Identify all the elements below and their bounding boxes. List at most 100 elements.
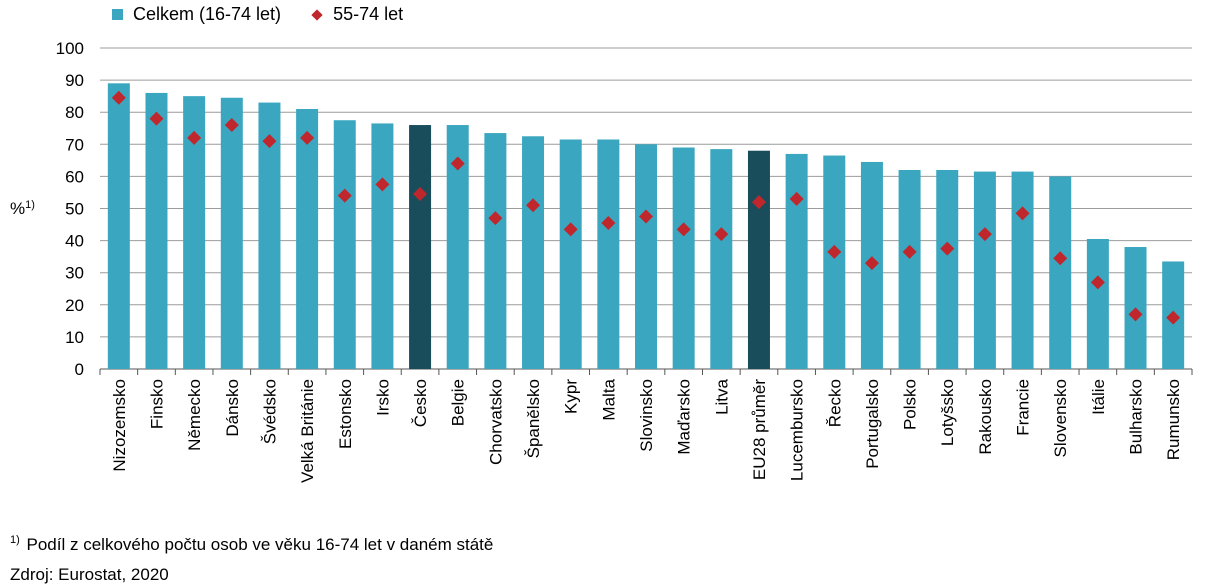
marker-point <box>827 244 842 259</box>
x-tick-label: Německo <box>185 379 204 451</box>
x-tick-label: Španělsko <box>524 379 543 458</box>
footnote-source: Zdroj: Eurostat, 2020 <box>10 565 169 584</box>
x-tick-label: Slovensko <box>1051 379 1070 457</box>
marker-point <box>488 211 503 226</box>
y-tick-label: 0 <box>75 360 84 379</box>
marker-point <box>262 134 277 149</box>
x-tick-label: Belgie <box>449 379 468 426</box>
bar <box>597 139 620 369</box>
y-tick-label: 60 <box>65 167 84 186</box>
bar <box>823 155 846 369</box>
bar <box>296 108 319 370</box>
bar <box>333 120 356 369</box>
marker-point <box>639 209 653 224</box>
x-tick-label: Polsko <box>901 379 920 430</box>
bar <box>1049 176 1072 369</box>
y-tick-label: 70 <box>65 135 84 154</box>
legend-marker-label: 55-74 let <box>333 4 404 24</box>
marker-point <box>111 90 126 105</box>
x-tick-label: Slovinsko <box>637 379 656 452</box>
bar <box>973 171 996 369</box>
y-tick-label: 90 <box>65 71 84 90</box>
x-tick-label: Rumunsko <box>1164 379 1183 460</box>
marker-point <box>1128 307 1143 322</box>
y-tick-label: 100 <box>56 39 84 58</box>
x-tick-label: Portugalsko <box>863 379 882 469</box>
x-tick-label: EU28 průměr <box>750 379 769 480</box>
legend-item-total: Celkem (16-74 let) <box>112 4 281 25</box>
bar <box>898 169 921 369</box>
x-tick-label: Chorvatsko <box>486 379 505 465</box>
y-tick-label: 20 <box>65 296 84 315</box>
footnote-note: 1) Podíl z celkového počtu osob ve věku … <box>10 534 493 555</box>
x-tick-label: Lucembursko <box>788 379 807 481</box>
footnote-marker: 1) <box>10 534 20 546</box>
bar <box>559 139 582 369</box>
marker-point <box>977 227 992 242</box>
x-tick-label: Rakousko <box>976 379 995 455</box>
bar <box>710 149 733 369</box>
marker-point <box>1090 275 1105 290</box>
legend-bar-swatch <box>112 9 123 20</box>
bar <box>220 97 243 369</box>
y-axis-label: %1) <box>10 199 35 218</box>
y-tick-label: 30 <box>65 264 84 283</box>
y-tick-label: 50 <box>65 200 84 219</box>
x-tick-label: Kypr <box>562 379 581 414</box>
x-tick-label: Finsko <box>147 379 166 429</box>
legend-bar-label: Celkem (16-74 let) <box>133 4 282 24</box>
x-tick-label: Nizozemsko <box>110 379 129 472</box>
bar <box>484 133 507 369</box>
x-tick-label: Irsko <box>373 379 392 416</box>
marker-point <box>789 191 804 206</box>
y-tick-label: 40 <box>65 232 84 251</box>
x-tick-label: Maďarsko <box>675 379 694 455</box>
marker-point <box>224 118 239 133</box>
marker-point <box>149 111 164 126</box>
marker-point <box>864 256 879 271</box>
x-tick-label: Velká Británie <box>298 379 317 483</box>
marker-point <box>413 187 428 202</box>
y-tick-label: 80 <box>65 103 84 122</box>
marker-point <box>940 241 955 256</box>
marker-point <box>902 244 917 259</box>
legend-item-older: 55-74 let <box>311 4 403 25</box>
marker-point <box>676 222 691 237</box>
x-tick-label: Itálie <box>1089 379 1108 415</box>
x-tick-label: Česko <box>411 379 430 427</box>
bar <box>672 147 695 369</box>
legend: Celkem (16-74 let) 55-74 let <box>112 4 433 25</box>
marker-point <box>1053 251 1068 266</box>
bar <box>371 123 394 369</box>
x-tick-label: Lotyšsko <box>938 379 957 446</box>
x-tick-label: Estonsko <box>336 379 355 449</box>
marker-point <box>375 177 390 192</box>
marker-point <box>563 222 578 237</box>
marker-point <box>601 215 616 230</box>
bar <box>446 125 469 369</box>
marker-point <box>751 195 766 210</box>
bar <box>785 153 808 369</box>
x-tick-label: Švédsko <box>260 379 279 444</box>
x-tick-label: Řecko <box>825 379 844 427</box>
marker-point <box>187 130 202 145</box>
bar <box>145 92 168 369</box>
marker-point <box>450 156 465 171</box>
bar <box>409 125 432 369</box>
marker-point <box>1166 310 1181 325</box>
x-tick-label: Dánsko <box>223 379 242 437</box>
footnote-text: Podíl z celkového počtu osob ve věku 16-… <box>26 535 494 554</box>
x-tick-label: Litva <box>712 378 731 414</box>
bar <box>635 144 657 369</box>
bar <box>936 169 959 369</box>
x-tick-label: Francie <box>1014 379 1033 436</box>
bar <box>522 136 545 369</box>
bar <box>1086 238 1109 369</box>
marker-point <box>526 198 541 213</box>
bar <box>258 102 281 369</box>
x-tick-label: Bulharsko <box>1127 379 1146 455</box>
bar <box>183 96 206 370</box>
bar <box>747 150 770 369</box>
x-tick-label: Malta <box>599 378 618 420</box>
